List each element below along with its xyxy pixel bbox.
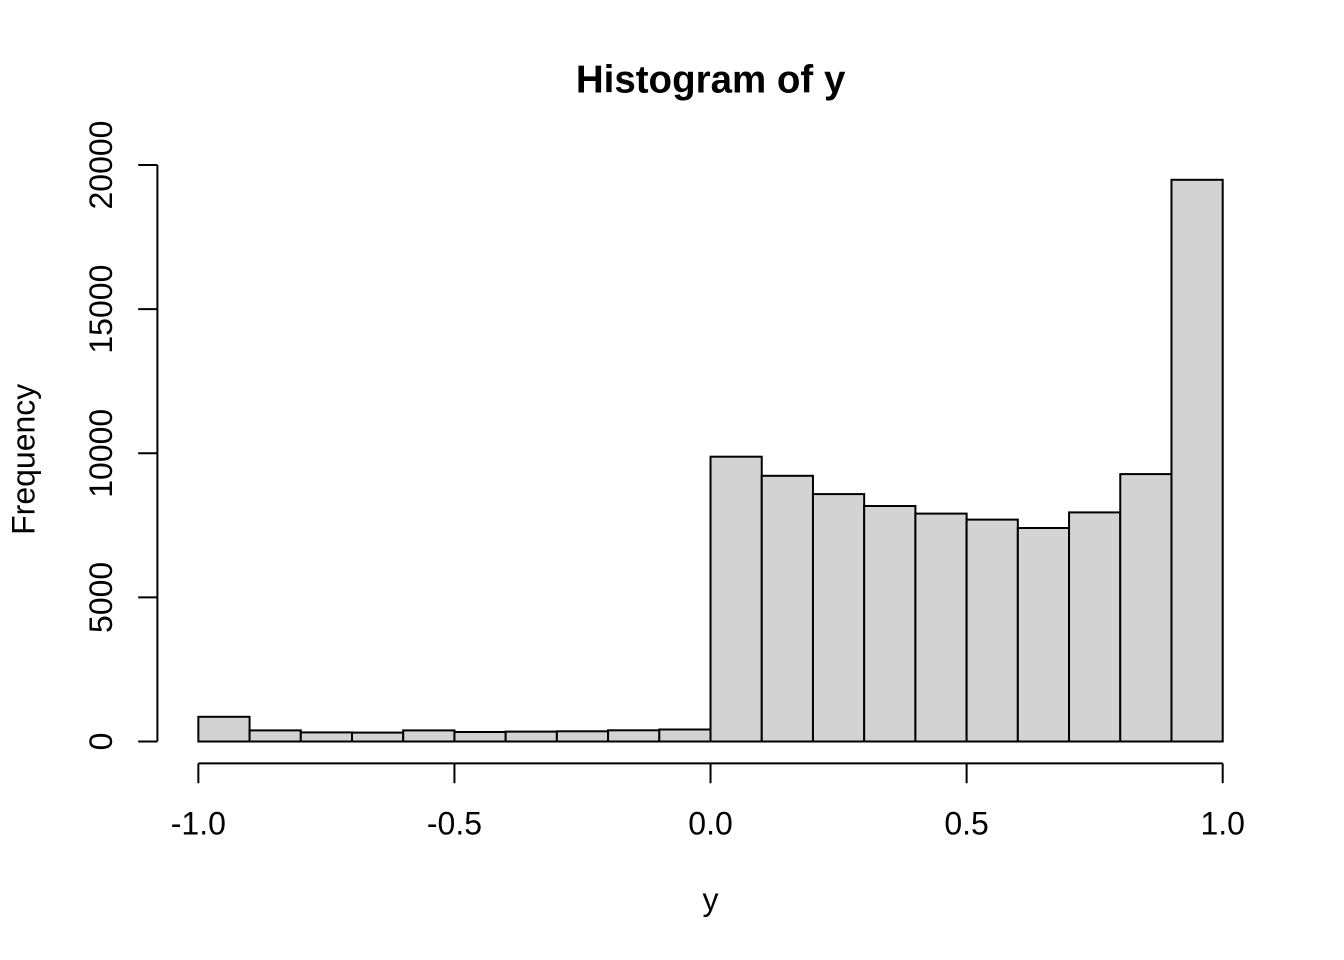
svg-text:0.5: 0.5: [944, 806, 988, 842]
svg-text:Frequency: Frequency: [5, 384, 41, 535]
svg-text:y: y: [703, 882, 719, 918]
svg-text:-1.0: -1.0: [171, 806, 226, 842]
svg-text:Histogram of y: Histogram of y: [576, 58, 846, 101]
svg-text:15000: 15000: [83, 265, 119, 354]
svg-text:-0.5: -0.5: [427, 806, 482, 842]
svg-text:10000: 10000: [83, 409, 119, 498]
svg-text:1.0: 1.0: [1200, 806, 1244, 842]
svg-text:20000: 20000: [83, 121, 119, 210]
svg-text:0.0: 0.0: [688, 806, 732, 842]
svg-text:0: 0: [83, 733, 119, 751]
svg-text:5000: 5000: [83, 562, 119, 633]
